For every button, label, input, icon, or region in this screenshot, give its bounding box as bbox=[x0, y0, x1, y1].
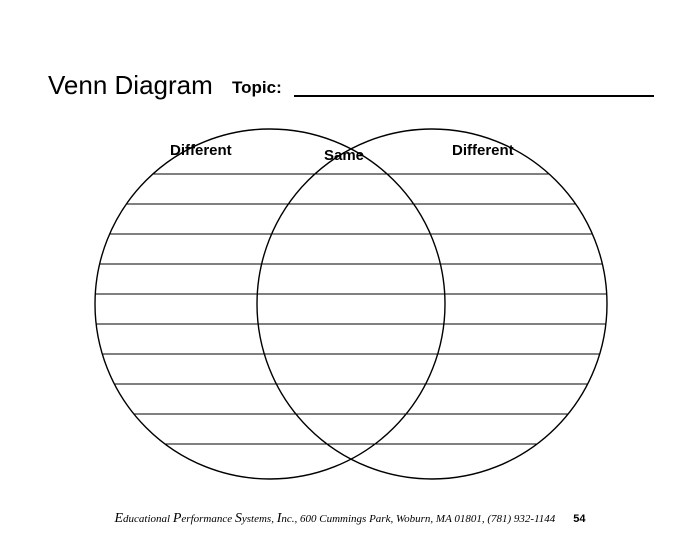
page-title: Venn Diagram bbox=[48, 70, 213, 101]
footer: Educational Performance Systems, Inc., 6… bbox=[0, 511, 700, 527]
topic-input-line[interactable] bbox=[294, 95, 654, 97]
venn-diagram bbox=[72, 118, 630, 490]
topic-label: Topic: bbox=[232, 78, 282, 98]
page-number: 54 bbox=[573, 513, 585, 525]
